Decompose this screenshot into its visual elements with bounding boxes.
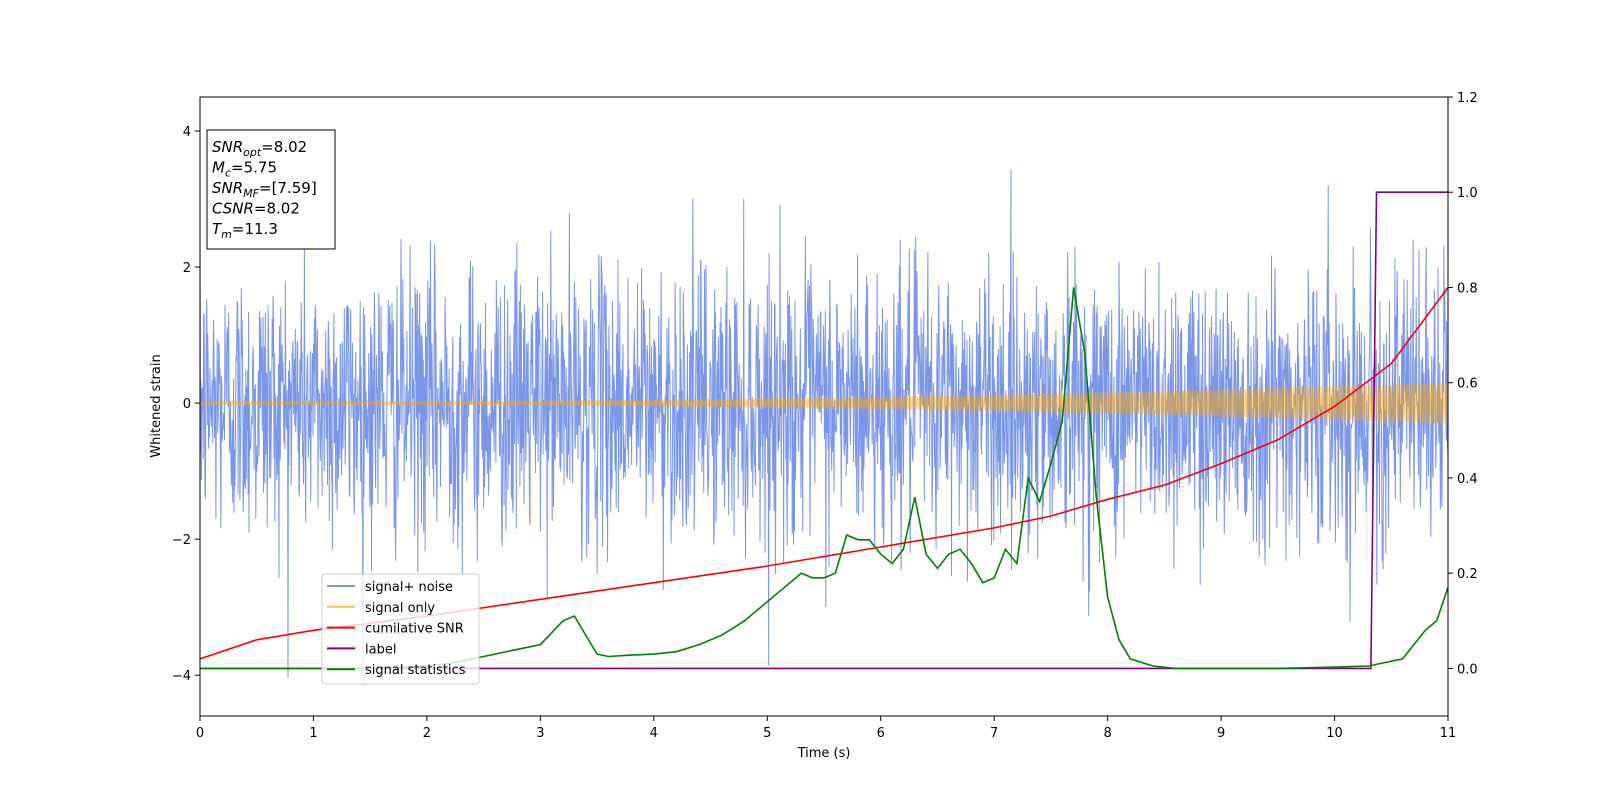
x-tick-label: 8 <box>1103 726 1111 741</box>
y2-tick-label: 1.0 <box>1457 186 1478 201</box>
legend-label: signal only <box>365 601 435 616</box>
series-line-signal-statistics <box>200 287 1448 670</box>
y-tick-label: 0 <box>183 397 191 412</box>
y-tick-label: 2 <box>183 261 191 276</box>
info-box-line: SNRopt=8.02 <box>212 138 307 159</box>
x-tick-label: 10 <box>1326 726 1343 741</box>
legend-label: signal+ noise <box>365 580 453 595</box>
x-tick-label: 4 <box>650 726 658 741</box>
y-axis-label: Whitened strain <box>149 354 164 457</box>
legend-frame <box>321 573 480 685</box>
info-box-line: Mc=5.75 <box>212 159 277 180</box>
legend: signal+ noise signal only cumilative SNR la… <box>321 573 480 685</box>
x-tick-label: 0 <box>196 726 204 741</box>
x-tick-label: 7 <box>990 726 998 741</box>
info-box-line: SNRMF=[7.59] <box>212 179 317 200</box>
y-tick-label: −2 <box>172 533 191 548</box>
x-tick-label: 6 <box>877 726 885 741</box>
legend-label: signal statistics <box>365 663 466 678</box>
legend-label: cumilative SNR <box>365 622 464 637</box>
info-box-line: CSNR=8.02 <box>212 200 300 218</box>
y2-tick-label: 0.4 <box>1457 472 1478 487</box>
y2-tick-label: 1.2 <box>1457 91 1478 106</box>
x-tick-label: 9 <box>1217 726 1225 741</box>
series-line-signal-noise <box>200 169 1448 686</box>
x-tick-label: 3 <box>536 726 544 741</box>
x-axis-label: Time (s) <box>797 746 851 761</box>
y-tick-label: −4 <box>172 669 191 684</box>
info-box-line: Tm=11.3 <box>212 220 278 241</box>
y2-tick-label: 0.6 <box>1457 377 1478 392</box>
plot-frame <box>199 96 1449 717</box>
x-tick-label: 1 <box>309 726 317 741</box>
x-tick-label: 11 <box>1440 726 1457 741</box>
legend-label: label <box>365 642 396 657</box>
series-line-label <box>200 191 1448 670</box>
x-tick-label: 2 <box>423 726 431 741</box>
info-box-frame <box>206 129 336 250</box>
y2-tick-label: 0.0 <box>1457 662 1478 677</box>
x-tick-label: 5 <box>763 726 771 741</box>
y2-tick-label: 0.2 <box>1457 567 1478 582</box>
series-line-signal-only <box>200 382 1448 424</box>
y2-tick-label: 0.8 <box>1457 281 1478 296</box>
y-tick-label: 4 <box>183 125 191 140</box>
